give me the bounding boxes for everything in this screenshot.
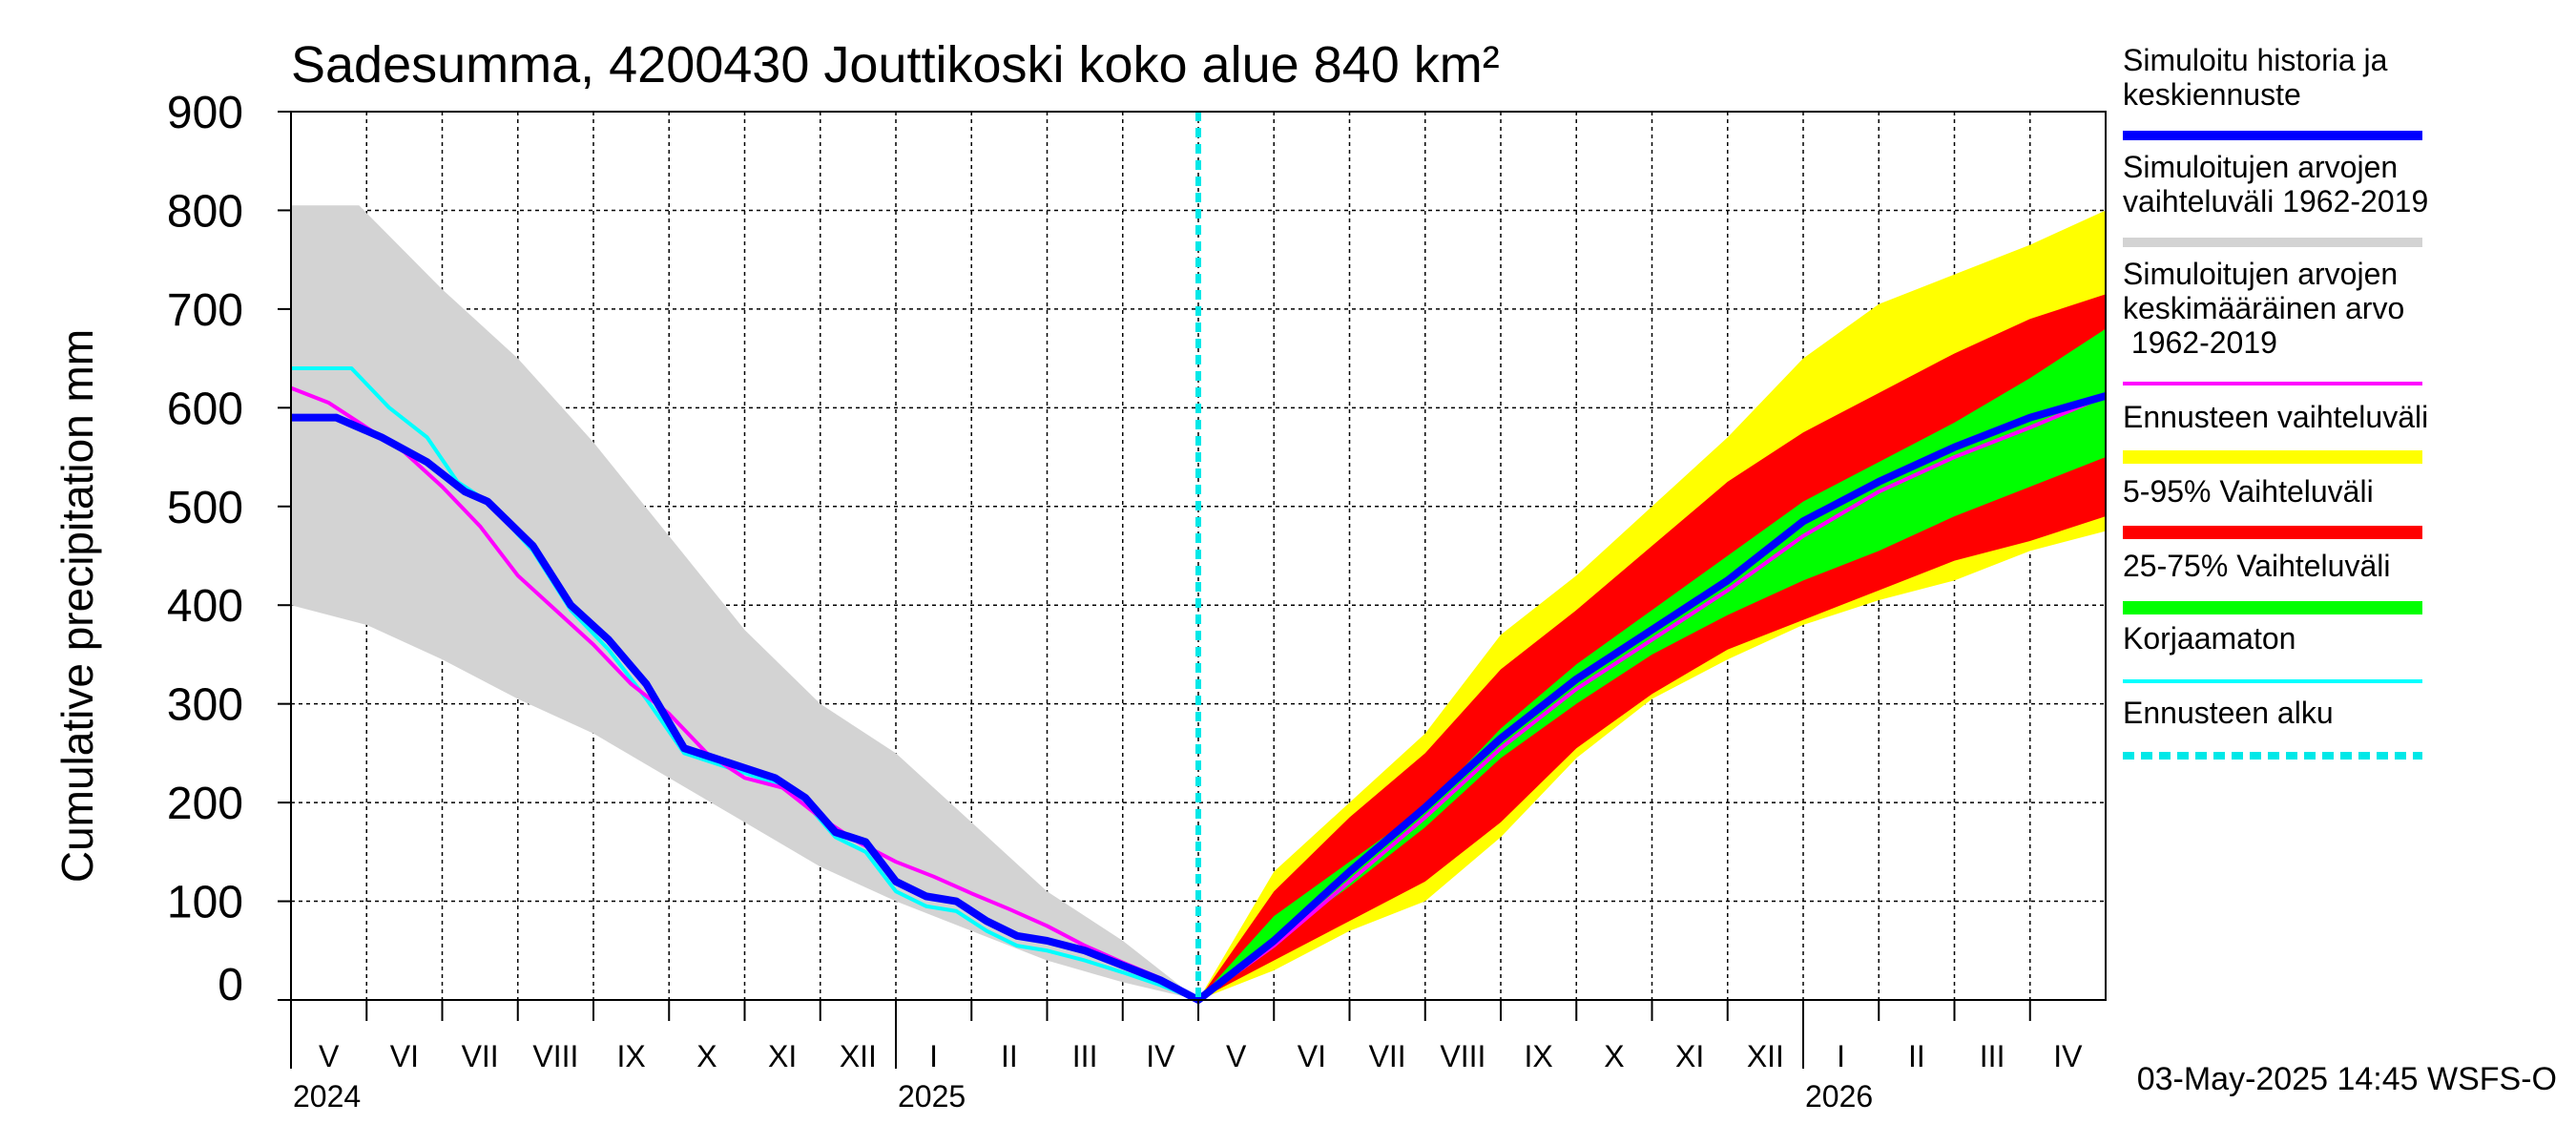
legend-label: Simuloitujen arvojen vaihteluväli 1962-20…: [2123, 150, 2428, 219]
month-label: I: [1837, 1039, 1845, 1073]
month-label: III: [1072, 1039, 1098, 1073]
month-label: II: [1908, 1039, 1925, 1073]
y-tick-label: 500: [167, 483, 243, 533]
month-label: VI: [390, 1039, 419, 1073]
legend-label: Simuloitujen arvojen keskimääräinen arvo …: [2123, 257, 2404, 360]
month-label: XI: [768, 1039, 797, 1073]
legend-label: Simuloitu historia ja keskiennuste: [2123, 43, 2388, 112]
series-line: [291, 365, 1199, 1002]
history-range-band: [291, 205, 1198, 1000]
month-label: IV: [2053, 1039, 2083, 1073]
y-tick-label: 100: [167, 878, 243, 928]
footer-timestamp: 03-May-2025 14:45 WSFS-O: [2137, 1061, 2557, 1097]
month-label: V: [319, 1039, 340, 1073]
chart-title: Sadesumma, 4200430 Jouttikoski koko alue…: [291, 36, 1500, 94]
month-label: IV: [1146, 1039, 1175, 1073]
legend-label: 25-75% Vaihteluväli: [2123, 549, 2390, 583]
month-label: II: [1001, 1039, 1018, 1073]
month-label: V: [1226, 1039, 1247, 1073]
data-series: [290, 112, 2108, 1004]
month-label: X: [696, 1039, 717, 1073]
y-tick-label: 800: [167, 186, 243, 237]
forecast-band: [1198, 328, 2106, 1001]
month-label: I: [929, 1039, 938, 1073]
month-label: X: [1604, 1039, 1624, 1073]
y-tick-label: 900: [167, 88, 243, 138]
y-tick-label: 400: [167, 581, 243, 632]
legend: Simuloitu historia ja keskiennuste Simuloi…: [2123, 43, 2428, 760]
month-label: XII: [1747, 1039, 1784, 1073]
month-label: IX: [617, 1039, 646, 1073]
year-label: 2026: [1805, 1079, 1873, 1114]
year-label: 2025: [898, 1079, 966, 1114]
month-label: VI: [1298, 1039, 1326, 1073]
y-axis-label: Cumulative precipitation mm: [52, 329, 102, 883]
series-line: [291, 392, 2108, 1004]
month-label: III: [1980, 1039, 2005, 1073]
year-label: 2024: [293, 1079, 361, 1114]
legend-label: Korjaamaton: [2123, 621, 2296, 656]
month-label: XII: [840, 1039, 877, 1073]
legend-label: 5-95% Vaihteluväli: [2123, 474, 2374, 509]
y-tick-label: 700: [167, 285, 243, 336]
legend-label: Ennusteen alku: [2123, 696, 2334, 730]
month-label: XI: [1675, 1039, 1704, 1073]
y-tick-label: 200: [167, 779, 243, 829]
month-label: VIII: [532, 1039, 578, 1073]
y-tick-label: 300: [167, 680, 243, 731]
y-tick-label: 600: [167, 384, 243, 434]
y-tick-label: 0: [218, 960, 243, 1010]
month-label: VII: [462, 1039, 499, 1073]
legend-label: Ennusteen vaihteluväli: [2123, 400, 2428, 434]
month-label: VII: [1369, 1039, 1406, 1073]
series-line: [290, 385, 2107, 1002]
month-label: VIII: [1440, 1039, 1485, 1073]
month-label: IX: [1525, 1039, 1553, 1073]
